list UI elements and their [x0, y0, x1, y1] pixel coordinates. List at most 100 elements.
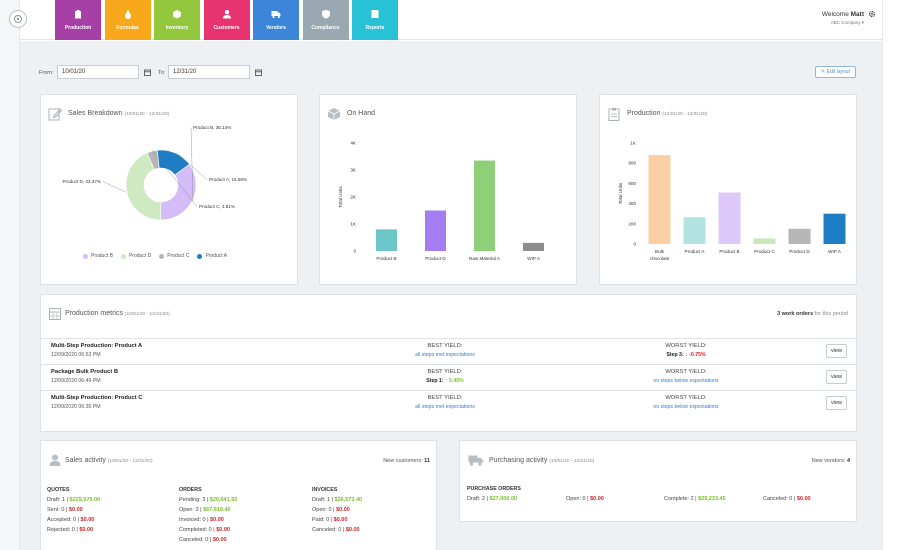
on-hand-card: On Hand 0 1K 2K 3K 4K Total Units Product B Pro… [319, 94, 577, 285]
invoices-column: INVOICES Draft: 1 | $26,573.40 Open: 0 | $… [312, 485, 362, 535]
legend-label: Product D [128, 253, 152, 259]
metric-row: Multi-Step Production: Product A 12/09/20… [41, 338, 857, 364]
gear-icon[interactable] [868, 10, 876, 18]
calendar-icon[interactable] [255, 69, 262, 76]
y-axis-label: Total Units [618, 182, 623, 204]
work-order-date: 12/09/2020 06:49 PM [51, 378, 101, 384]
view-button[interactable]: view [826, 344, 847, 358]
worst-yield-label: WORST YIELD: [665, 369, 707, 375]
legend-item[interactable]: Product A [197, 253, 227, 259]
bar-product-b[interactable] [718, 192, 741, 244]
nav-tile-vendors[interactable]: Vendors [253, 0, 299, 40]
best-yield-value: all steps met expectations [415, 404, 475, 410]
company-selector[interactable]: ABC Company ▾ [830, 20, 864, 25]
pie-data-label: Product D, 43.37% [62, 179, 101, 184]
sales-activity-card: Sales activity (10/01/20 - 12/31/20) New… [40, 440, 437, 550]
purchase-order-stat: Complete: 2 | $29,233.45 [664, 496, 726, 502]
sales-breakdown-card: Sales Breakdown (10/01/20 - 12/31/20) Pr… [40, 94, 298, 285]
edit-icon: ✎ [821, 69, 827, 75]
pie-slice-product-d[interactable] [125, 152, 162, 221]
pie-chart: Product B, 35.14% Product D, 43.37% Produc… [62, 125, 247, 221]
nav-label: Production [64, 25, 92, 31]
clipboard-icon [75, 10, 81, 19]
nav-label: Vendors [266, 25, 286, 31]
app-logo-icon[interactable] [9, 10, 27, 28]
production-metrics-card: Production metrics (10/01/20 - 12/31/20)… [40, 294, 857, 432]
pie-data-label: Product A, 16.68% [209, 177, 247, 182]
x-tick-label: Product B [719, 249, 739, 254]
user-name: Matt [850, 11, 864, 18]
pie-leader-line [102, 181, 126, 193]
x-tick-label: WIP A [527, 256, 541, 261]
activity-line: Sent: 0 | $0.00 [47, 507, 83, 513]
clipboard-icon [608, 108, 620, 121]
nav-tile-reports[interactable]: Reports [352, 0, 398, 40]
legend-item[interactable]: Product C [159, 253, 189, 259]
best-yield-label: BEST YIELD: [427, 369, 463, 375]
x-tick-label: chocolate [650, 256, 670, 261]
welcome-user[interactable]: Welcome Matt ABC Company ▾ [822, 11, 864, 26]
nav-tile-customers[interactable]: Customers [203, 0, 250, 40]
card-title: On Hand [347, 110, 376, 117]
edit-layout-button[interactable]: ✎ Edit layout [815, 66, 856, 78]
bar-bulk-chocolate[interactable] [648, 155, 671, 244]
y-tick-label: 0 [633, 242, 636, 247]
work-order-name[interactable]: Multi-Step Production: Product A [51, 343, 143, 349]
column-heading: INVOICES [312, 487, 338, 493]
from-date-input[interactable]: 10/01/20 [57, 65, 139, 79]
bar-product-b[interactable] [376, 229, 397, 251]
card-title: Sales activity (10/01/20 - 12/31/20) [65, 457, 153, 464]
nav-label: Compliance [311, 25, 340, 31]
card-title: Production (10/01/20 - 12/31/20) [627, 110, 708, 117]
nav-label: Reports [365, 25, 385, 31]
legend-label: Product B [91, 253, 113, 259]
work-order-name[interactable]: Multi-Step Production: Product C [51, 395, 143, 401]
y-tick-label: 1K [630, 141, 637, 146]
view-button[interactable]: view [826, 370, 847, 384]
bar-product-a[interactable] [683, 217, 706, 244]
pie-slice-product-b[interactable] [160, 164, 197, 221]
bar-product-c[interactable] [753, 238, 776, 244]
nav-label: Formulas [116, 25, 139, 31]
calendar-icon[interactable] [144, 69, 151, 76]
purchase-order-stat: Draft: 2 | $27,000.00 [467, 496, 518, 502]
worst-yield-label: WORST YIELD: [665, 395, 707, 401]
bar-product-d[interactable] [425, 210, 446, 252]
view-button[interactable]: view [826, 396, 847, 410]
bar-product-d[interactable] [788, 228, 811, 244]
activity-line: Open: 3 | $67,919.40 [179, 507, 231, 513]
quotes-column: QUOTES Draft: 1 | $229,575.00 Sent: 0 | $0… [47, 485, 100, 535]
x-tick-label: WIP A [828, 249, 842, 254]
worst-yield-label: WORST YIELD: [665, 343, 707, 349]
truck-icon [271, 11, 281, 19]
nav-label: Customers [213, 25, 240, 31]
best-yield-value: Step 1: ↑ 5.45% [426, 378, 464, 384]
box-icon [173, 10, 181, 19]
activity-line: Canceled: 0 | $0.00 [179, 537, 227, 543]
orders-column: ORDERS Pending: 3 | $20,641.92 Open: 3 | $… [179, 485, 237, 545]
work-order-name[interactable]: Package Bulk Product B [51, 369, 119, 375]
activity-line: Invoiced: 0 | $0.00 [179, 517, 224, 523]
legend-item[interactable]: Product B [83, 253, 113, 259]
pie-leader-line [175, 151, 208, 180]
legend-swatch [159, 253, 165, 259]
pie-data-label: Product B, 35.14% [193, 125, 231, 130]
pie-slice-product-a[interactable] [156, 149, 190, 176]
activity-line: Accepted: 0 | $0.00 [47, 517, 95, 523]
nav-tile-inventory[interactable]: Inventory [154, 0, 200, 40]
worst-yield-value: no steps below expectations [653, 404, 719, 410]
nav-tile-formulas[interactable]: Formulas [104, 0, 151, 40]
bar-wip-a[interactable] [823, 213, 846, 244]
nav-tile-compliance[interactable]: Compliance [302, 0, 349, 40]
nav-tile-production[interactable]: Production [55, 0, 101, 40]
work-order-date: 12/09/2020 06:53 PM [51, 352, 101, 358]
shield-icon [321, 9, 330, 19]
legend-item[interactable]: Product D [120, 253, 152, 259]
bar-raw-material-a[interactable] [474, 160, 495, 251]
best-yield-label: BEST YIELD: [427, 343, 463, 349]
y-tick-label: 4K [350, 141, 357, 146]
activity-line: Canceled: 0 | $0.00 [312, 527, 360, 533]
to-date-input[interactable]: 12/31/20 [168, 65, 250, 79]
bar-wip-a[interactable] [523, 242, 544, 251]
activity-line: Draft: 1 | $229,575.00 [47, 497, 101, 503]
